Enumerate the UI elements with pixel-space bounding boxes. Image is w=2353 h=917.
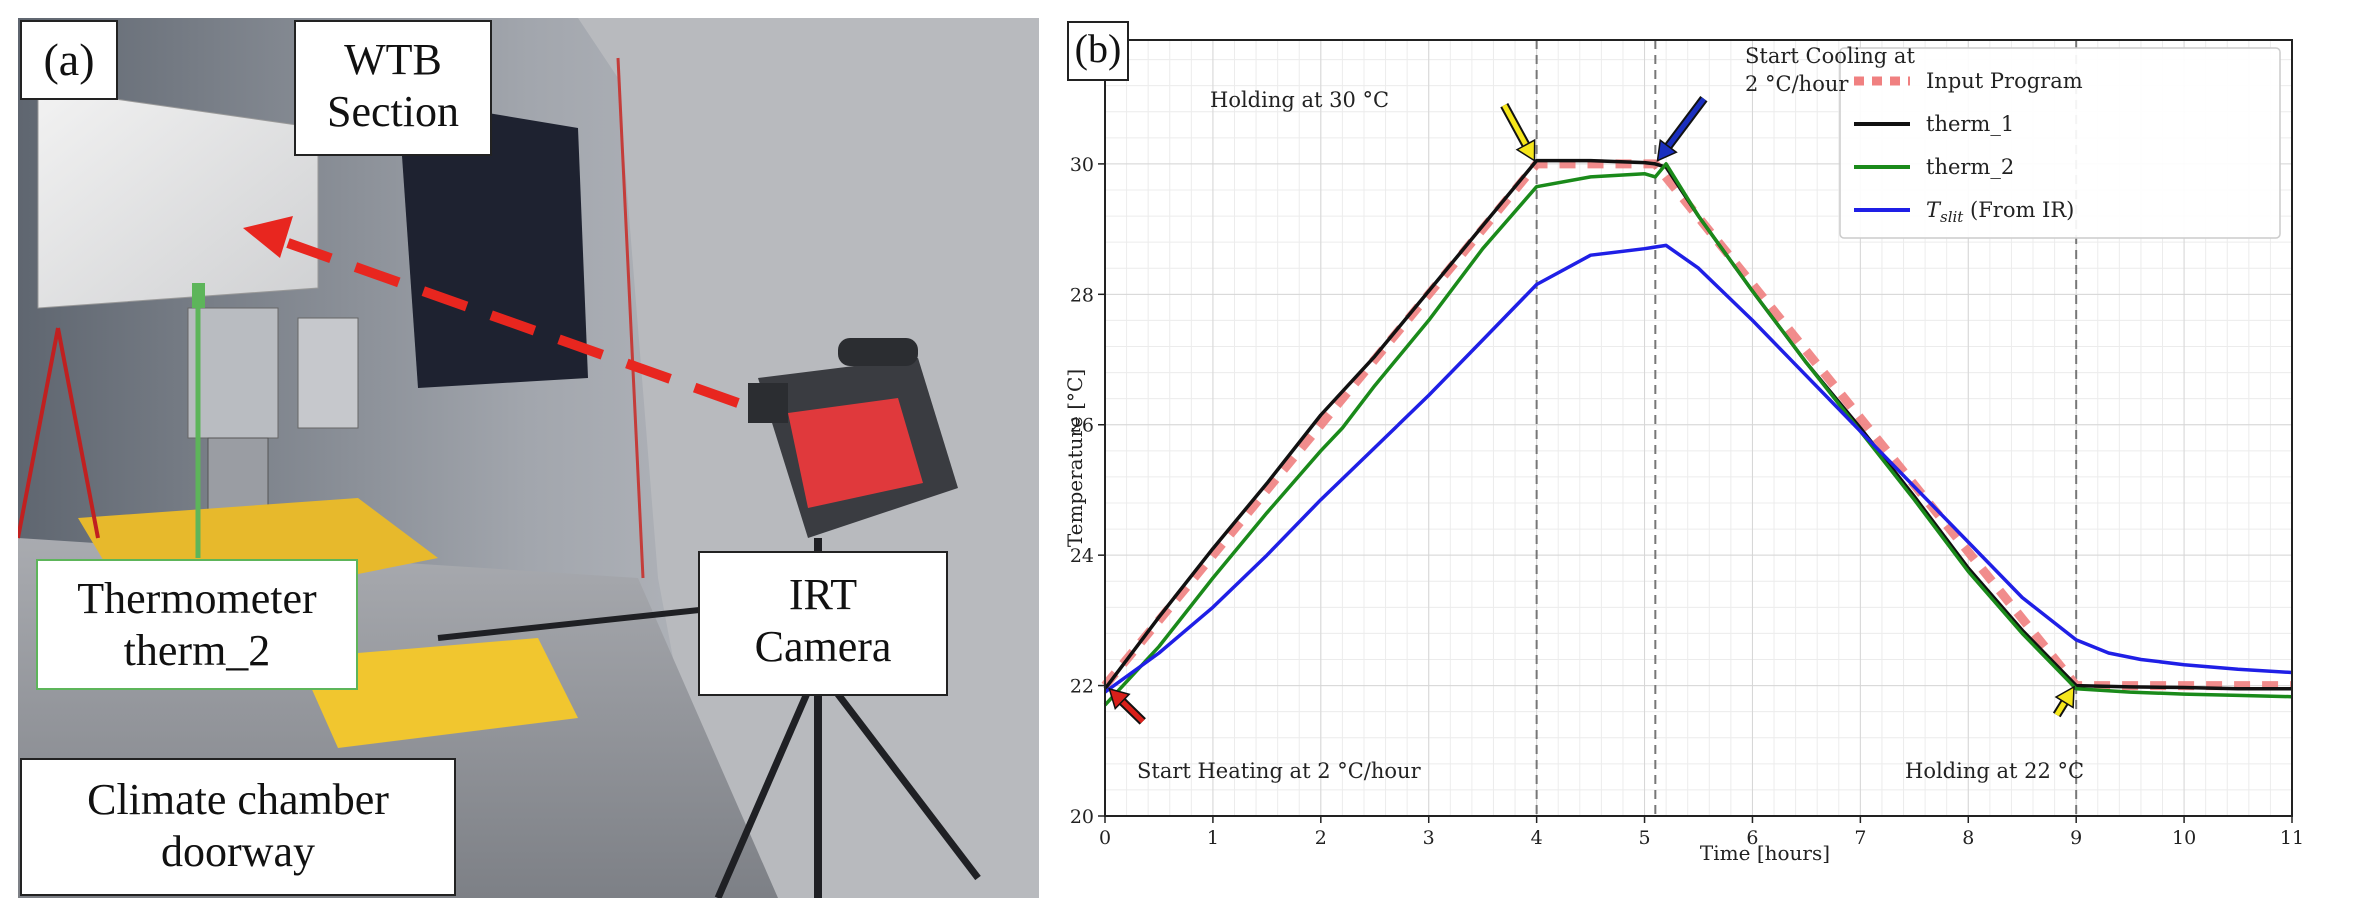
legend: Input Program therm_1 therm_2 Tslit (From I… [1839, 47, 2281, 239]
wtb-label-line2: Section [327, 86, 459, 136]
thermometer-label-line2: therm_2 [123, 625, 271, 675]
x-axis-title: Time [hours] [1700, 841, 1830, 865]
doorway-label-line2: doorway [161, 826, 315, 876]
start-cooling-arrow-shaft [1666, 97, 1706, 148]
red-stand [18, 327, 60, 539]
red-stand-leg [56, 327, 100, 539]
series-line-therm-2 [1103, 162, 2293, 707]
x-tick-label: 11 [2280, 827, 2304, 849]
y-tick-label: 22 [1070, 676, 1094, 698]
view-arrow-line [286, 238, 740, 408]
x-tick-label: 1 [1207, 827, 1219, 849]
x-tick-label: 7 [1854, 827, 1866, 849]
panel-b-label: (b) [1075, 26, 1122, 71]
doorway-label: Climate chamber doorway [20, 758, 456, 896]
wtb-section-label: WTB Section [294, 20, 492, 156]
y-tick-label: 28 [1070, 284, 1094, 306]
x-tick-label: 4 [1531, 827, 1543, 849]
y-tick-label: 20 [1070, 806, 1094, 828]
dark-backdrop [398, 98, 588, 388]
thermometer-marker [192, 283, 205, 308]
doorway-label-line1: Climate chamber [87, 775, 389, 824]
wtb-section [37, 87, 319, 309]
thermometer-label-line1: Thermometer [77, 574, 317, 623]
x-tick-label: 8 [1962, 827, 1974, 849]
x-tick-label: 10 [2172, 827, 2196, 849]
holding-22-arrow-shaft [2054, 700, 2067, 717]
y-tick-label: 26 [1070, 415, 1094, 437]
x-tick-label: 6 [1746, 827, 1758, 849]
legend-label-0: Input Program [1926, 69, 2083, 93]
x-tick-label: 3 [1423, 827, 1435, 849]
tripod-arm [437, 605, 719, 641]
irt-label-line2: Camera [754, 621, 892, 671]
y-tick-label: 24 [1070, 545, 1094, 567]
holding-22-arrow-head [2054, 685, 2075, 709]
chart-panel: 0 1 2 3 4 5 6 7 8 9 10 11 20 22 24 26 28 30 Input Program… [1060, 18, 2350, 908]
tripod-leg [815, 665, 981, 881]
x-tick-label: 2 [1315, 827, 1327, 849]
support-frame-2 [297, 317, 359, 429]
axes: 0 1 2 3 4 5 6 7 8 9 10 11 20 22 24 26 28 30 [1070, 39, 2304, 849]
irt-camera-label: IRT Camera [698, 551, 948, 696]
plot-frame [1104, 39, 2293, 817]
photo-panel: (a) WTB Section Thermometer therm_2 IRT … [18, 18, 1039, 898]
irt-label-line1: IRT [788, 570, 858, 619]
irt-camera-panel [788, 398, 923, 508]
annotation-holding-30: Holding at 30 °C [1210, 88, 1389, 112]
series-line-t-slit-from-ir- [1103, 243, 2293, 694]
tripod-leg [714, 666, 822, 898]
panel-a-label: (a) [20, 20, 118, 100]
panel-b-label-box [1067, 21, 1129, 81]
door-seal [616, 57, 645, 579]
holding-30-arrow-head [1515, 138, 1536, 162]
annotation-start-cooling-line2: 2 °C/hour [1745, 72, 1849, 96]
holding-30-arrow-shaft [1502, 104, 1529, 147]
legend-label-2: therm_2 [1926, 155, 2014, 179]
temperature-chart: 0 1 2 3 4 5 6 7 8 9 10 11 20 22 24 26 28 30 Input Program… [1063, 21, 2304, 865]
legend-label-1: therm_1 [1926, 112, 2014, 136]
x-tick-label: 9 [2070, 827, 2082, 849]
start-cooling-arrow-head [1656, 138, 1678, 162]
annotations [1108, 95, 2075, 725]
x-tick-label: 5 [1638, 827, 1650, 849]
annotation-start-cooling-line1: Start Cooling at [1745, 44, 1915, 68]
irt-camera-handle [838, 338, 918, 366]
x-tick-label: 0 [1099, 827, 1111, 849]
thermometer-label: Thermometer therm_2 [36, 559, 358, 690]
support-frame [187, 307, 279, 439]
annotation-holding-22: Holding at 22 °C [1905, 759, 2084, 783]
view-arrow-head [243, 216, 293, 258]
irt-camera-lens [748, 383, 788, 423]
legend-label-3: Tslit (From IR) [1926, 198, 2074, 226]
start-heating-arrow-shaft [1120, 699, 1145, 724]
y-axis-title: Temperature [°C] [1063, 369, 1087, 547]
y-tick-label: 30 [1070, 154, 1094, 176]
annotation-start-heating: Start Heating at 2 °C/hour [1137, 759, 1422, 783]
series-lines [1101, 158, 2293, 707]
legend-box [1839, 47, 2281, 239]
wtb-label-line1: WTB [344, 35, 442, 84]
yellow-case-2 [298, 638, 578, 748]
start-heating-arrow-head [1108, 687, 1131, 711]
